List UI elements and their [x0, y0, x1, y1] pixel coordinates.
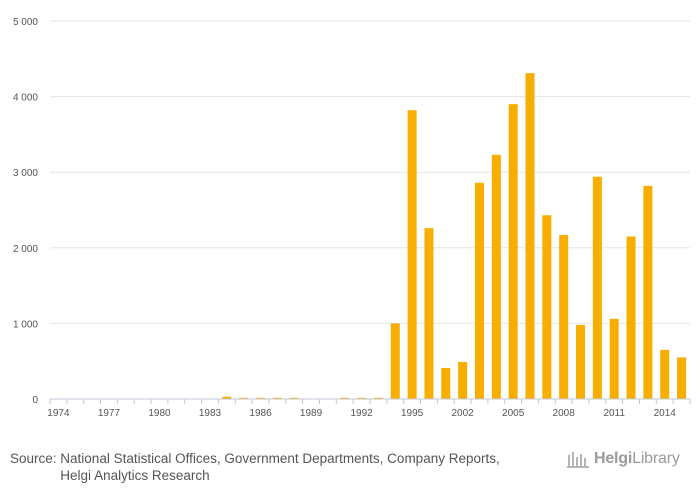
bar-1991	[340, 397, 350, 399]
source-text: National Statistical Offices, Government…	[60, 451, 500, 483]
y-tick-label: 3 000	[13, 168, 38, 179]
x-tick-label: 2014	[654, 408, 677, 419]
bar-2009	[576, 324, 586, 399]
bar-2007	[542, 215, 552, 399]
logo-brand-bold: Helgi	[594, 450, 633, 467]
y-axis-tick-labels: 0 1 000 2 000 3 000 4 000 5 000	[13, 17, 38, 406]
x-tick-label: 1974	[47, 408, 70, 419]
x-axis-ticks: 1974 1977 1980 1983 1986 1989 1992 1995 2002 2005…	[47, 399, 691, 419]
x-tick-label: 1986	[249, 408, 272, 419]
x-tick-label: 1980	[148, 408, 171, 419]
x-tick-label: 1977	[98, 408, 121, 419]
y-tick-label: 5 000	[13, 17, 38, 28]
source-footer: Source: National Statistical Offices, Go…	[10, 450, 550, 484]
grid-lines	[50, 20, 690, 324]
bar-2014	[660, 349, 670, 399]
bar-2013	[643, 185, 653, 399]
x-tick-label: 2008	[553, 408, 576, 419]
x-tick-label: 2002	[452, 408, 475, 419]
bar-2004	[491, 154, 501, 399]
bar-1987	[272, 397, 282, 399]
bar-1996	[424, 228, 434, 399]
y-tick-label: 1 000	[13, 319, 38, 330]
bar-1986	[256, 397, 266, 399]
x-tick-label: 1995	[401, 408, 424, 419]
bar-2003	[474, 182, 484, 399]
logo-brand-light: Library	[632, 450, 680, 467]
bar-1985	[239, 397, 249, 399]
source-label: Source:	[10, 451, 57, 466]
x-tick-label: 1992	[350, 408, 373, 419]
y-tick-label: 4 000	[13, 93, 38, 104]
bar-1988	[289, 397, 299, 399]
logo-text: HelgiLibrary	[594, 450, 680, 468]
bar-2012	[626, 236, 636, 399]
bar-1992	[357, 397, 367, 399]
bar-1994	[390, 323, 400, 399]
x-tick-label: 2011	[603, 408, 625, 419]
bar-2015	[677, 357, 687, 399]
x-tick-label: 2005	[502, 408, 525, 419]
bar-1984	[222, 396, 232, 399]
bar-1995	[407, 110, 417, 400]
library-building-icon	[567, 452, 589, 468]
bar-2010	[592, 176, 602, 399]
x-tick-label: 1989	[300, 408, 323, 419]
bar-2011	[609, 318, 619, 399]
bar-2000	[441, 368, 451, 399]
bars	[222, 73, 687, 400]
x-tick-label: 1983	[199, 408, 222, 419]
helgi-library-logo: HelgiLibrary	[566, 448, 680, 470]
bar-2008	[559, 234, 569, 399]
y-tick-label: 0	[32, 395, 38, 406]
bar-2005	[508, 104, 518, 399]
bar-2006	[525, 73, 535, 399]
bar-1993	[373, 397, 383, 399]
y-tick-label: 2 000	[13, 244, 38, 255]
bar-2002	[458, 361, 468, 399]
